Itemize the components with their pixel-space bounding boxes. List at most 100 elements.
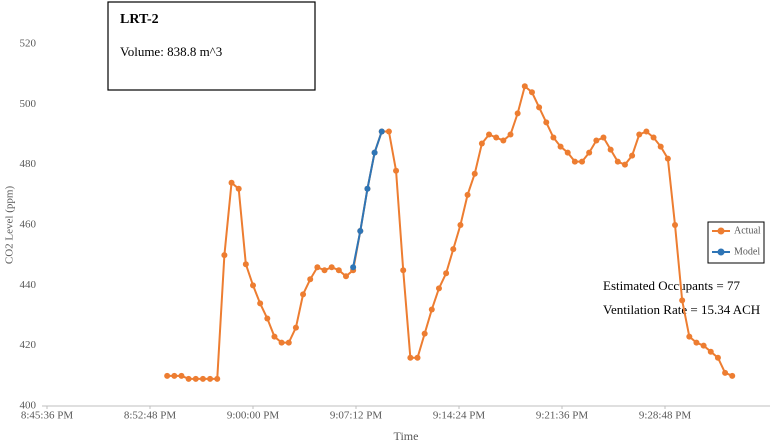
annotation: Ventilation Rate = 15.34 ACH: [603, 302, 760, 317]
x-tick-label: 9:00:00 PM: [227, 410, 279, 422]
marker: [407, 354, 414, 361]
marker: [207, 375, 214, 382]
marker: [400, 267, 407, 274]
marker: [693, 339, 700, 346]
marker: [486, 131, 493, 138]
marker: [543, 119, 550, 126]
marker: [457, 222, 464, 228]
marker: [493, 134, 500, 141]
marker: [171, 372, 178, 379]
marker: [264, 315, 271, 322]
y-tick-label: 400: [20, 400, 37, 412]
y-tick-label: 480: [20, 158, 37, 170]
marker: [414, 354, 421, 361]
marker: [271, 333, 278, 340]
marker: [614, 158, 621, 165]
marker: [328, 264, 335, 271]
marker: [342, 273, 349, 280]
marker: [471, 170, 478, 177]
marker: [185, 375, 192, 382]
marker: [435, 285, 442, 292]
marker: [428, 306, 435, 313]
marker: [564, 149, 571, 156]
marker: [285, 339, 292, 346]
x-tick-label: 9:14:24 PM: [433, 410, 485, 422]
y-axis-title: CO2 Level (ppm): [4, 186, 16, 265]
marker: [199, 375, 206, 382]
marker: [550, 134, 557, 141]
marker: [192, 375, 199, 382]
chart-title: LRT-2: [120, 12, 159, 27]
marker: [164, 372, 171, 379]
marker: [278, 339, 285, 346]
marker: [300, 291, 307, 298]
marker: [679, 297, 686, 304]
marker: [450, 246, 457, 253]
y-tick-label: 460: [20, 219, 37, 231]
marker: [636, 131, 643, 138]
marker: [650, 134, 657, 141]
marker: [464, 191, 471, 198]
marker: [378, 128, 385, 135]
legend-marker: [717, 248, 725, 256]
marker: [335, 267, 342, 274]
marker: [214, 375, 221, 382]
y-tick-label: 500: [20, 98, 37, 110]
y-tick-label: 520: [20, 38, 37, 50]
marker: [714, 354, 721, 361]
marker: [357, 228, 364, 235]
y-tick-label: 420: [20, 339, 37, 351]
x-axis-title: Time: [394, 429, 419, 443]
marker: [664, 155, 671, 162]
marker: [221, 252, 228, 259]
marker: [700, 342, 707, 349]
annotation: Estimated Occupants = 77: [603, 278, 740, 293]
marker: [536, 104, 543, 111]
legend-label: Actual: [734, 225, 761, 236]
legend-label: Model: [734, 246, 760, 257]
info-box: [107, 1, 316, 91]
marker: [621, 161, 628, 168]
marker: [557, 143, 564, 150]
marker: [350, 264, 357, 271]
x-tick-label: 9:07:12 PM: [330, 410, 382, 422]
marker: [421, 330, 428, 337]
marker: [722, 369, 729, 376]
x-tick-label: 9:28:48 PM: [639, 410, 691, 422]
marker: [314, 264, 321, 271]
marker: [292, 324, 299, 331]
marker: [507, 131, 514, 138]
marker: [178, 372, 185, 379]
marker: [257, 300, 264, 307]
marker: [528, 89, 535, 96]
legend: [707, 221, 765, 264]
marker: [643, 128, 650, 135]
marker: [228, 179, 235, 186]
annotation: Volume: 838.8 m^3: [120, 44, 222, 59]
marker: [514, 110, 521, 117]
marker: [657, 143, 664, 150]
marker: [321, 267, 328, 274]
marker: [242, 261, 249, 268]
marker: [500, 137, 507, 144]
marker: [393, 167, 400, 174]
x-tick-label: 8:52:48 PM: [124, 410, 176, 422]
marker: [579, 158, 586, 165]
marker: [593, 137, 600, 144]
x-tick-label: 9:21:36 PM: [536, 410, 588, 422]
marker: [235, 185, 242, 192]
marker: [364, 185, 371, 192]
legend-marker: [717, 227, 725, 235]
marker: [729, 372, 736, 379]
marker: [586, 149, 593, 156]
marker: [607, 146, 614, 153]
marker: [478, 140, 485, 147]
marker: [629, 152, 636, 159]
marker: [307, 276, 314, 283]
marker: [600, 134, 607, 141]
marker: [250, 282, 256, 289]
marker: [686, 333, 693, 340]
marker: [371, 149, 378, 156]
x-tick-label: 8:45:36 PM: [21, 410, 73, 422]
